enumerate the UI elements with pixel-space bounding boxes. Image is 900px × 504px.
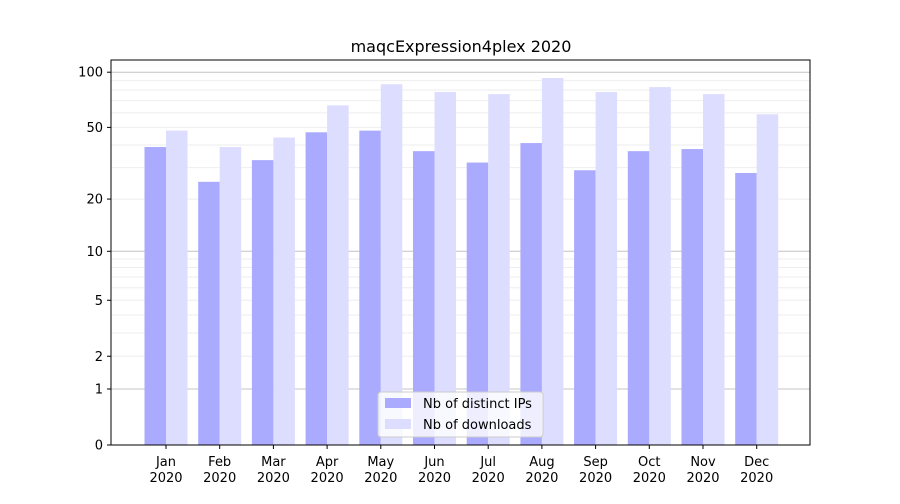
bar-ips bbox=[251, 160, 274, 445]
x-tick-label: Nov 2020 bbox=[686, 455, 719, 486]
bar-downloads bbox=[166, 130, 188, 445]
legend-swatch-ips bbox=[385, 398, 411, 408]
chart-title: maqcExpression4plex 2020 bbox=[351, 37, 572, 56]
y-tick-label: 10 bbox=[86, 245, 103, 260]
bar-downloads bbox=[756, 114, 779, 446]
bar-downloads bbox=[380, 84, 403, 445]
bar-ips bbox=[735, 172, 757, 446]
y-tick-label: 50 bbox=[86, 121, 103, 136]
x-tick-label: Aug 2020 bbox=[525, 455, 558, 486]
y-tick-label: 20 bbox=[86, 193, 103, 208]
legend-swatch-downloads bbox=[385, 419, 411, 429]
legend: Nb of distinct IPs Nb of downloads bbox=[377, 391, 544, 438]
bar-ips bbox=[359, 130, 381, 445]
x-tick-label: Jun 2020 bbox=[418, 455, 451, 486]
bar-ips bbox=[520, 143, 542, 446]
plot-frame bbox=[110, 59, 811, 446]
bar-ips bbox=[305, 132, 328, 445]
x-tick-label: Jan 2020 bbox=[149, 455, 182, 486]
bar-downloads bbox=[434, 92, 456, 446]
x-tick-label: Sep 2020 bbox=[579, 455, 612, 486]
bar-downloads bbox=[273, 137, 295, 445]
y-tick-label: 1 bbox=[95, 383, 103, 398]
y-tick-label: 5 bbox=[95, 294, 103, 309]
legend-box bbox=[377, 391, 544, 438]
bar-downloads bbox=[703, 94, 725, 445]
bar-downloads bbox=[649, 87, 671, 446]
x-tick-label: Apr 2020 bbox=[311, 455, 344, 486]
bar-ips bbox=[466, 162, 489, 446]
bar-ips bbox=[144, 147, 166, 445]
bar-ips bbox=[627, 151, 650, 445]
bar-ips bbox=[574, 170, 596, 446]
legend-label-ips: Nb of distinct IPs bbox=[423, 397, 532, 412]
bar-downloads bbox=[488, 94, 510, 445]
x-tick-label: Dec 2020 bbox=[740, 455, 773, 486]
bar-downloads bbox=[541, 77, 564, 445]
x-tick-label: Jul 2020 bbox=[472, 455, 505, 486]
x-tick-label: May 2020 bbox=[364, 455, 397, 486]
x-tick-label: Oct 2020 bbox=[633, 455, 666, 486]
y-tick-label: 100 bbox=[78, 66, 103, 81]
x-tick-label: Feb 2020 bbox=[203, 455, 236, 486]
y-tick-label: 2 bbox=[95, 350, 103, 365]
bar-downloads bbox=[595, 92, 618, 446]
bar-downloads bbox=[219, 147, 242, 445]
legend-label-downloads: Nb of downloads bbox=[423, 418, 532, 433]
bar-ips bbox=[198, 181, 220, 446]
y-tick-label: 0 bbox=[95, 439, 103, 454]
x-tick-label: Mar 2020 bbox=[257, 455, 290, 486]
bar-downloads bbox=[327, 105, 349, 445]
bar-ips bbox=[413, 151, 435, 445]
bar-ips bbox=[681, 149, 703, 445]
